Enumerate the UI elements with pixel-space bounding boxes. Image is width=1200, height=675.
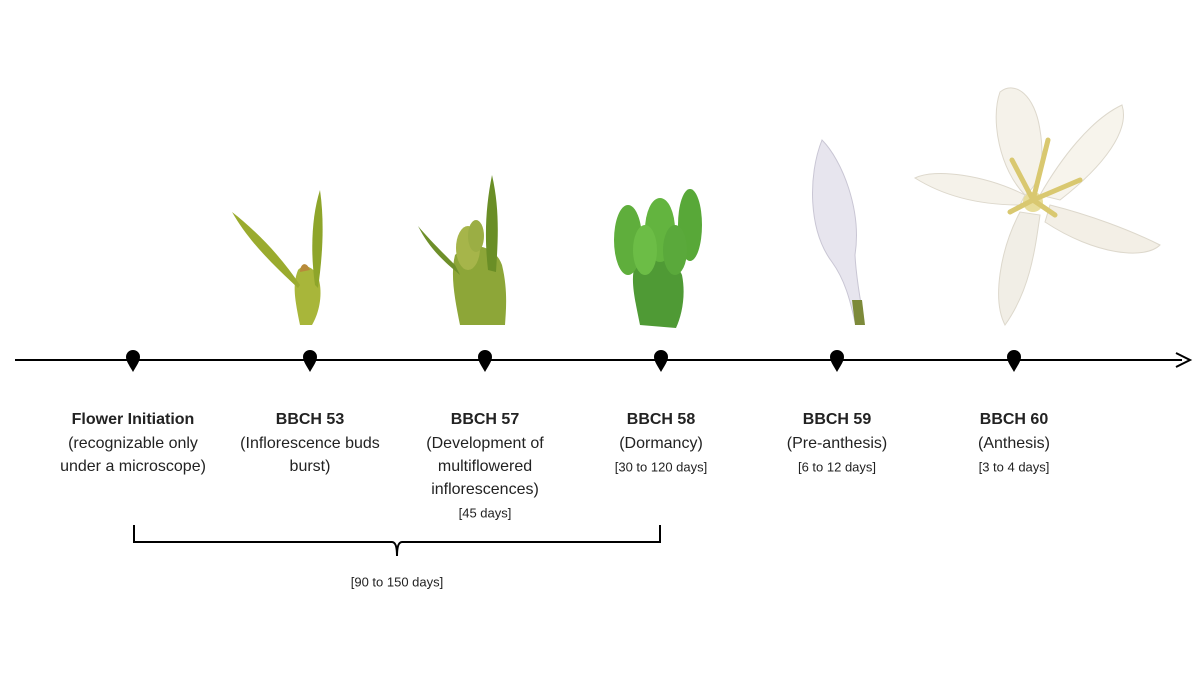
stage-description: (Development of <box>426 435 544 452</box>
stage-description: multiflowered <box>438 458 532 475</box>
plant-bbch58 <box>614 189 702 328</box>
stage-description: (Anthesis) <box>978 435 1050 452</box>
stage-title: BBCH 60 <box>980 411 1049 428</box>
stage-marker <box>126 350 140 372</box>
stage-marker <box>1007 350 1021 372</box>
stage-title: Flower Initiation <box>72 411 195 428</box>
plant-bbch57 <box>418 175 507 325</box>
stage-marker <box>830 350 844 372</box>
stage-marker <box>303 350 317 372</box>
stage-marker <box>478 350 492 372</box>
stage-title: BBCH 57 <box>451 411 520 428</box>
stage-duration: [30 to 120 days] <box>615 459 708 474</box>
stage-description: (Pre-anthesis) <box>787 435 887 452</box>
stage-duration: [45 days] <box>459 505 512 520</box>
stage-title: BBCH 59 <box>803 411 872 428</box>
stage-marker <box>654 350 668 372</box>
plant-bbch60 <box>913 87 1161 326</box>
bracket-label: [90 to 150 days] <box>351 574 444 589</box>
stage-duration: [6 to 12 days] <box>798 459 876 474</box>
stage-description: (Dormancy) <box>619 435 703 452</box>
plant-bbch53 <box>232 190 323 325</box>
plant-bbch59 <box>812 139 865 325</box>
stage-duration: [3 to 4 days] <box>979 459 1050 474</box>
stage-description: (Inflorescence buds <box>240 435 380 452</box>
axis-arrow <box>1175 352 1193 368</box>
bracket <box>133 525 661 557</box>
stage-description: (recognizable only <box>68 435 198 452</box>
stage-title: BBCH 58 <box>627 411 696 428</box>
stage-title: BBCH 53 <box>276 411 345 428</box>
stage-description: inflorescences) <box>431 481 539 498</box>
stage-description: under a microscope) <box>60 458 206 475</box>
stage-description: burst) <box>290 458 331 475</box>
